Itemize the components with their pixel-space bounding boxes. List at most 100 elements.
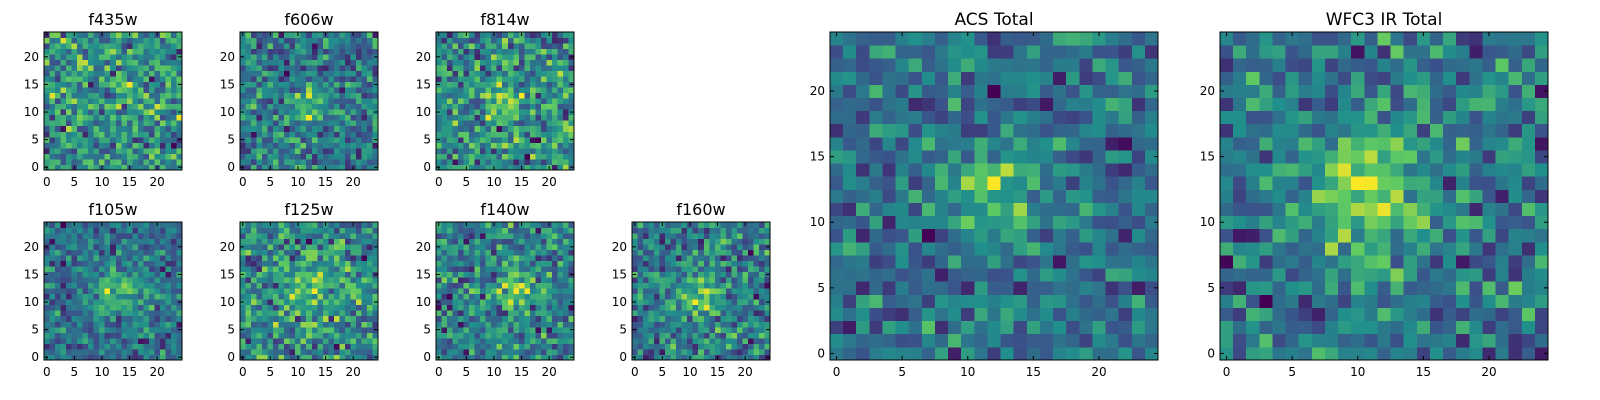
heatmap-cell [529, 343, 536, 350]
y-tick-label: 5 [31, 133, 39, 147]
heatmap-cell [1105, 163, 1120, 177]
heatmap-cell [267, 70, 274, 77]
heatmap-cell [1118, 333, 1133, 348]
heatmap-cell [350, 70, 357, 77]
heatmap-cell [104, 65, 111, 72]
heatmap-cell [659, 343, 666, 350]
heatmap-cell [240, 37, 246, 44]
heatmap-cell [557, 271, 564, 278]
heatmap-cell [99, 343, 106, 350]
heatmap-cell [251, 48, 257, 55]
heatmap-cell [731, 271, 738, 278]
heatmap-cell [366, 271, 373, 278]
heatmap-cell [77, 293, 84, 300]
heatmap-cell [529, 76, 536, 83]
heatmap-cell [524, 114, 531, 121]
heatmap-cell [436, 65, 442, 72]
heatmap-cell [366, 54, 373, 60]
heatmap-cell [143, 43, 150, 49]
heatmap-cell [165, 125, 172, 132]
heatmap-cell [328, 271, 335, 278]
heatmap-cell [267, 54, 274, 60]
heatmap-cell [452, 37, 459, 44]
heatmap-cell [240, 304, 246, 311]
heatmap-cell [289, 59, 296, 66]
heatmap-cell [654, 310, 660, 317]
heatmap-cell [551, 266, 558, 273]
heatmap-cell [306, 32, 313, 38]
heatmap-cell [474, 136, 481, 143]
heatmap-cell [273, 277, 280, 284]
heatmap-cell [557, 37, 564, 44]
heatmap-cell [725, 277, 732, 284]
heatmap-cell [524, 227, 531, 234]
y-tick-label: 15 [612, 267, 627, 281]
heatmap-cell [720, 233, 727, 239]
heatmap-cell [692, 266, 699, 273]
heatmap-cell [513, 343, 520, 350]
heatmap-cell [551, 343, 558, 350]
heatmap-cell [513, 321, 520, 328]
heatmap-cell [843, 241, 857, 256]
heatmap-cell [289, 87, 296, 94]
heatmap-cell [469, 43, 476, 49]
heatmap-cell [502, 70, 509, 77]
heatmap-cell [856, 346, 870, 361]
heatmap-cell [256, 271, 263, 278]
heatmap-cell [256, 260, 263, 267]
heatmap-cell [469, 48, 476, 55]
heatmap-cell [60, 87, 67, 94]
heatmap-cell [961, 307, 975, 322]
heatmap-cell [361, 32, 368, 38]
heatmap-cell [921, 333, 936, 348]
heatmap-cell [665, 260, 672, 267]
heatmap-cell [452, 304, 459, 311]
heatmap-cell [110, 354, 117, 361]
heatmap-cell [507, 260, 514, 267]
heatmap-cell [143, 282, 150, 289]
heatmap-cell [681, 348, 688, 355]
heatmap-cell [1026, 150, 1041, 164]
heatmap-cell [240, 343, 246, 350]
heatmap-cell [557, 59, 564, 66]
heatmap-cell [441, 98, 448, 105]
heatmap-cell [121, 271, 128, 278]
heatmap-cell [687, 282, 694, 289]
heatmap-cell [463, 76, 470, 83]
heatmap-cell [143, 32, 150, 38]
heatmap-cell [344, 277, 351, 284]
heatmap-cell [551, 337, 558, 344]
heatmap-cell [458, 59, 464, 66]
heatmap-cell [736, 255, 743, 262]
heatmap-cell [245, 238, 252, 245]
heatmap-cell [480, 43, 487, 49]
heatmap-cell [568, 142, 575, 149]
heatmap-cell [361, 37, 368, 44]
heatmap-cell [148, 222, 155, 228]
heatmap-cell [507, 293, 514, 300]
x-tick-label: 20 [542, 365, 557, 379]
heatmap-cell [49, 43, 56, 49]
heatmap-cell [436, 293, 442, 300]
heatmap-cell [681, 288, 688, 295]
heatmap-cell [88, 332, 95, 339]
heatmap-cell [82, 332, 89, 339]
heatmap-cell [311, 238, 318, 245]
heatmap-cell [518, 92, 525, 99]
heatmap-cell [452, 238, 459, 245]
heatmap-cell [441, 103, 448, 110]
heatmap-cell [524, 233, 531, 239]
heatmap-cell [361, 260, 368, 267]
heatmap-cell [159, 249, 166, 256]
heatmap-cell [518, 131, 525, 138]
heatmap-cell [372, 288, 379, 295]
heatmap-cell [524, 299, 531, 306]
heatmap-cell [300, 244, 307, 250]
heatmap-cell [77, 32, 84, 38]
heatmap-cell [170, 337, 177, 344]
heatmap-cell [93, 81, 100, 88]
heatmap-cell [518, 310, 525, 317]
heatmap-cell [104, 233, 111, 239]
heatmap-cell [344, 120, 351, 127]
heatmap-cell [366, 315, 373, 322]
